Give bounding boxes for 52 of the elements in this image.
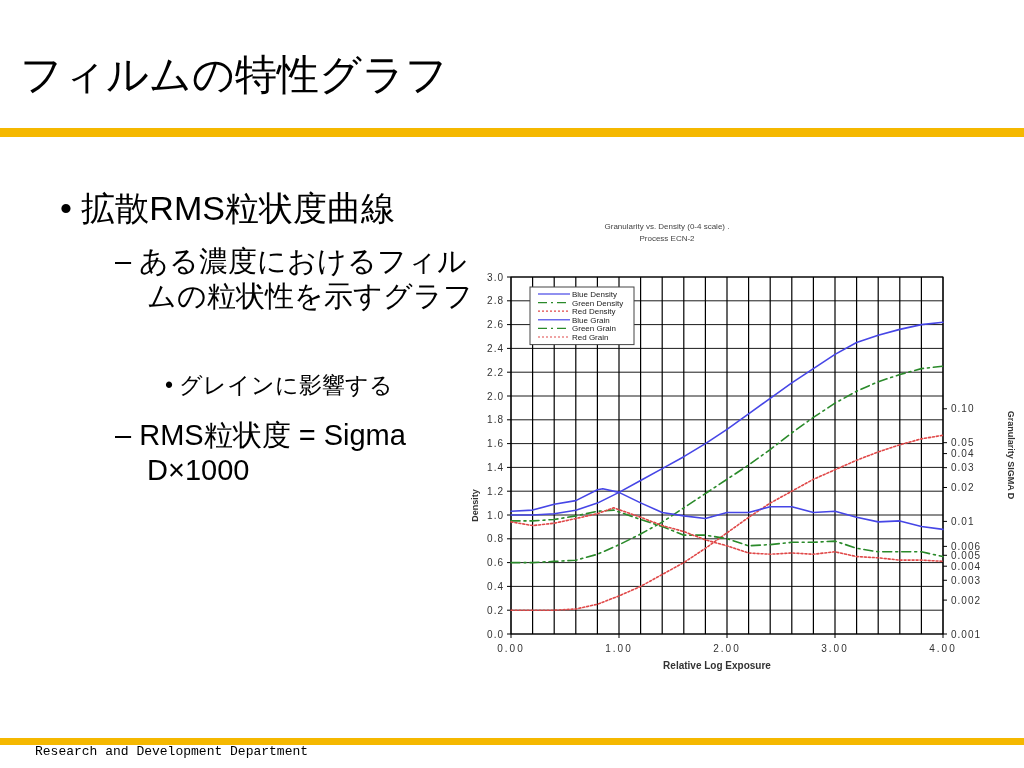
y2-tick-label: 0.004 (951, 560, 982, 572)
legend-label: Blue Density (572, 290, 617, 299)
chart-subtitle: Process ECN-2 (639, 234, 696, 243)
x-tick-label: 1.00 (605, 643, 633, 654)
y2-tick-label: 0.05 (951, 437, 975, 449)
x-axis-title: Relative Log Exposure (663, 660, 772, 671)
y-tick-label: 1.6 (487, 438, 504, 450)
legend-label: Blue Grain (572, 315, 610, 325)
y2-tick-label: 0.10 (951, 403, 975, 415)
y-tick-label: 2.6 (487, 319, 504, 331)
y2-tick-label: 0.03 (951, 462, 975, 474)
text: フィルムの特性グラフ (20, 50, 449, 100)
y2-axis-title: Granularity SIGMA D (1006, 410, 1016, 500)
y-tick-label: 2.0 (487, 390, 504, 402)
y2-tick-label: 0.006 (951, 540, 982, 552)
y-axis-title: Density (470, 489, 480, 522)
x-tick-label: 4.00 (929, 643, 957, 654)
legend-label: Red Grain (572, 333, 609, 342)
legend-label: Red Density (572, 307, 616, 317)
y-tick-label: 0.2 (487, 604, 504, 616)
y-tick-label: 2.2 (487, 366, 504, 378)
text: • グレインに影響する (165, 372, 395, 400)
x-tick-label: 2.00 (713, 643, 741, 654)
legend-label: Green Density (572, 298, 624, 308)
y-tick-label: 0.8 (487, 533, 504, 545)
y2-tick-label: 0.003 (951, 574, 982, 586)
legend-label: Green Grain (572, 324, 617, 334)
line-series (510, 434, 944, 611)
y2-tick-label: 0.01 (951, 515, 975, 527)
y-tick-label: 1.2 (487, 485, 504, 497)
y2-tick-label: 0.005 (951, 549, 982, 561)
x-tick-label: 0.00 (497, 643, 525, 654)
line-series (510, 365, 944, 564)
y2-tick-label: 0.04 (951, 448, 975, 460)
y-tick-label: 3.0 (487, 271, 504, 283)
text: • 拡散RMS粒状度曲線 (60, 188, 396, 229)
y-tick-label: 2.4 (487, 342, 504, 354)
y-tick-label: 1.4 (487, 461, 504, 473)
y2-tick-label: 0.02 (951, 481, 975, 493)
y-tick-label: 0.6 (487, 557, 504, 569)
y-tick-label: 2.8 (487, 295, 504, 307)
y-tick-label: 1.0 (487, 509, 504, 521)
text: Research and Development Department (35, 744, 310, 760)
y-tick-label: 0.0 (487, 628, 504, 640)
y2-tick-label: 0.002 (951, 594, 982, 606)
y-tick-label: 1.8 (487, 414, 504, 426)
y-tick-label: 0.4 (487, 580, 504, 592)
text: – ある濃度におけるフィルムの粒状性を示すグラフ (115, 245, 473, 312)
y2-tick-label: 0.001 (951, 628, 982, 640)
x-tick-label: 3.00 (821, 643, 849, 654)
text: – RMS粒状度 = Sigma D×1000 (115, 419, 406, 486)
chart-title: Granularity vs. Density (0-4 scale) . (604, 222, 730, 231)
